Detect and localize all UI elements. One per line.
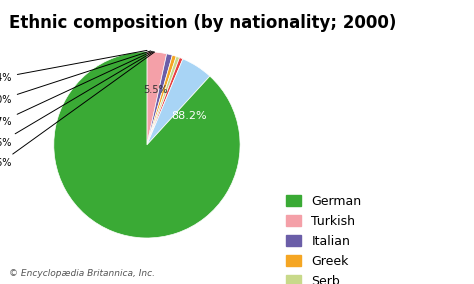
- Wedge shape: [147, 58, 183, 145]
- Text: Ethnic composition (by nationality; 2000): Ethnic composition (by nationality; 2000…: [9, 14, 397, 32]
- Wedge shape: [147, 59, 210, 145]
- Text: 1.0%: 1.0%: [0, 51, 151, 105]
- Wedge shape: [54, 52, 240, 238]
- Text: 0.6%: 0.6%: [0, 52, 155, 168]
- Text: © Encyclopædia Britannica, Inc.: © Encyclopædia Britannica, Inc.: [9, 269, 155, 278]
- Text: 0.7%: 0.7%: [0, 51, 152, 128]
- Text: 0.6%: 0.6%: [0, 52, 154, 148]
- Text: 3.4%: 3.4%: [0, 50, 147, 83]
- Legend: German, Turkish, Italian, Greek, Serb, Russian, other: German, Turkish, Italian, Greek, Serb, R…: [281, 190, 366, 284]
- Text: 88.2%: 88.2%: [172, 111, 207, 121]
- Wedge shape: [147, 57, 180, 145]
- Wedge shape: [147, 52, 167, 145]
- Wedge shape: [147, 55, 176, 145]
- Text: 5.5%: 5.5%: [144, 85, 168, 95]
- Wedge shape: [147, 54, 173, 145]
